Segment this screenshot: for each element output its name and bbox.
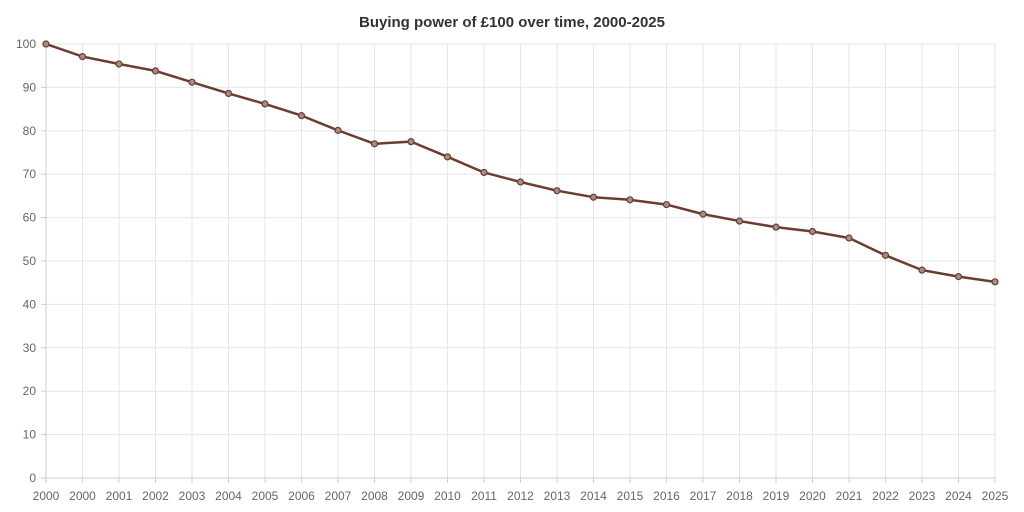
data-point bbox=[662, 200, 671, 209]
y-tick-label: 20 bbox=[23, 384, 37, 398]
y-tick-label: 80 bbox=[23, 124, 37, 138]
data-point bbox=[297, 112, 306, 120]
x-tick-label: 2000 bbox=[69, 489, 96, 503]
x-tick-label: 2021 bbox=[836, 489, 863, 503]
data-point bbox=[918, 266, 926, 274]
data-point bbox=[699, 210, 707, 218]
y-tick-label: 50 bbox=[23, 254, 37, 268]
data-point bbox=[735, 217, 744, 225]
chart-title: Buying power of £100 over time, 2000-202… bbox=[359, 14, 665, 31]
data-point bbox=[443, 153, 452, 161]
data-point bbox=[115, 60, 123, 68]
x-tick-label: 2017 bbox=[690, 489, 717, 503]
x-tick-label: 2019 bbox=[763, 489, 790, 503]
x-tick-label: 2016 bbox=[653, 489, 680, 503]
data-point bbox=[78, 52, 87, 61]
y-tick-label: 0 bbox=[29, 471, 36, 485]
y-tick-label: 60 bbox=[23, 211, 37, 225]
x-tick-label: 2012 bbox=[507, 489, 534, 503]
data-point bbox=[370, 140, 379, 148]
y-tick-label: 90 bbox=[23, 80, 37, 94]
x-tick-label: 2003 bbox=[179, 489, 206, 503]
x-tick-label: 2007 bbox=[325, 489, 352, 503]
data-point bbox=[553, 187, 561, 195]
data-point bbox=[151, 67, 160, 75]
data-point bbox=[42, 40, 50, 48]
x-tick-label: 2009 bbox=[398, 489, 425, 503]
x-tick-label: 2015 bbox=[617, 489, 644, 503]
x-tick-label: 2013 bbox=[544, 489, 571, 503]
x-tick-label: 2024 bbox=[945, 489, 972, 503]
data-point bbox=[334, 126, 342, 134]
x-tick-label: 2008 bbox=[361, 489, 388, 503]
x-tick-label: 2011 bbox=[471, 489, 497, 503]
data-point bbox=[516, 178, 525, 186]
data-point bbox=[954, 273, 963, 281]
x-tick-label: 2022 bbox=[872, 489, 899, 503]
y-tick-label: 40 bbox=[23, 297, 37, 311]
y-tick-label: 100 bbox=[16, 37, 36, 51]
x-tick-label: 2020 bbox=[799, 489, 826, 503]
data-point bbox=[626, 196, 634, 204]
x-tick-label: 2018 bbox=[726, 489, 753, 503]
x-tick-label: 2010 bbox=[434, 489, 461, 503]
y-tick-label: 30 bbox=[23, 341, 37, 355]
y-tick-label: 10 bbox=[23, 428, 37, 442]
x-tick-label: 2025 bbox=[982, 489, 1009, 503]
grid-layer bbox=[45, 43, 996, 479]
data-point bbox=[991, 278, 999, 286]
data-point bbox=[589, 193, 598, 201]
x-tick-label: 2005 bbox=[252, 489, 279, 503]
data-point bbox=[188, 78, 196, 86]
data-point bbox=[772, 223, 780, 231]
axis-layer bbox=[41, 43, 996, 483]
data-point bbox=[261, 100, 269, 108]
data-point bbox=[845, 234, 853, 242]
x-tick-label: 2014 bbox=[580, 489, 607, 503]
x-tick-label: 2023 bbox=[909, 489, 936, 503]
data-point bbox=[881, 251, 890, 259]
x-tick-label: 2000 bbox=[33, 489, 60, 503]
data-point bbox=[808, 227, 817, 236]
data-point bbox=[480, 168, 488, 177]
data-point bbox=[224, 89, 233, 98]
x-tick-label: 2004 bbox=[215, 489, 242, 503]
data-point bbox=[407, 138, 415, 146]
series-layer bbox=[42, 40, 999, 286]
y-tick-label: 70 bbox=[23, 167, 37, 181]
x-tick-label: 2002 bbox=[142, 489, 169, 503]
y-tick-labels: 0 10 20 30 40 50 60 70 80 90 100 bbox=[16, 37, 36, 485]
x-tick-label: 2006 bbox=[288, 489, 315, 503]
x-tick-label: 2001 bbox=[106, 489, 133, 503]
x-tick-labels: 2000 2000 2001 2002 2003 2004 2005 2006 2007 2008… bbox=[33, 489, 1009, 503]
